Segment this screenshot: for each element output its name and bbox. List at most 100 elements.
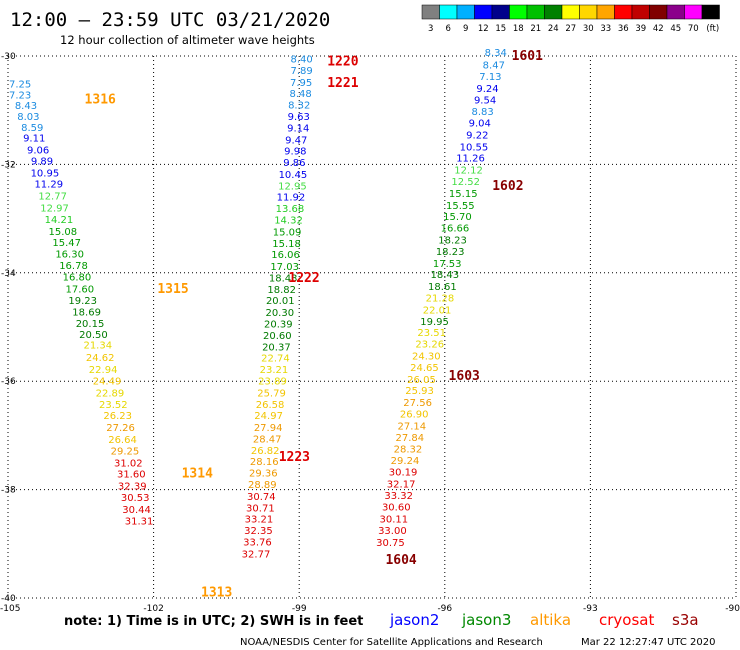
wave-height-label: 31.31 xyxy=(125,516,154,527)
wave-height-label: 8.43 xyxy=(15,101,37,112)
colorbar-label: 6 xyxy=(446,24,451,34)
wave-height-label: 16.30 xyxy=(55,250,84,261)
wave-height-label: 25.93 xyxy=(405,386,434,397)
colorbar-swatch xyxy=(614,4,633,20)
wave-height-label: 30.71 xyxy=(246,503,275,514)
wave-height-label: 26.23 xyxy=(103,411,132,422)
colorbar-label: 42 xyxy=(653,24,664,34)
wave-height-label: 32.77 xyxy=(242,549,271,560)
wave-height-label: 9.54 xyxy=(474,96,496,107)
wave-height-label: 20.39 xyxy=(264,320,293,331)
wave-height-label: 8.32 xyxy=(288,101,310,112)
pass-number-label: 1603 xyxy=(449,369,480,384)
chart-title: 12:00 — 23:59 UTC 03/21/2020 xyxy=(10,9,330,31)
wave-height-label: 15.09 xyxy=(273,227,302,238)
wave-height-label: 28.89 xyxy=(248,480,277,491)
wave-height-label: 26.64 xyxy=(108,435,137,446)
wave-height-label: 20.60 xyxy=(263,331,292,342)
wave-height-label: 9.47 xyxy=(285,135,307,146)
wave-height-label: 12.52 xyxy=(451,177,480,188)
pass-number-label: 1315 xyxy=(157,282,188,297)
wave-height-label: 16.80 xyxy=(63,272,92,283)
wave-height-label: 8.40 xyxy=(290,55,312,66)
colorbar-swatch xyxy=(596,4,615,20)
wave-height-label: 28.32 xyxy=(394,445,423,456)
wave-height-label: 26.58 xyxy=(256,400,285,411)
wave-height-label: 24.97 xyxy=(254,411,283,422)
wave-height-label: 9.63 xyxy=(288,112,310,123)
wave-height-label: 22.74 xyxy=(261,354,290,365)
wave-height-label: 27.26 xyxy=(106,423,135,434)
wave-height-label: 33.76 xyxy=(243,537,272,548)
wave-height-label: 9.14 xyxy=(287,123,309,134)
wave-height-label: 18.61 xyxy=(428,282,457,293)
colorbar-label: 18 xyxy=(513,24,524,34)
wave-height-label: 22.01 xyxy=(423,305,452,316)
wave-height-label: 20.30 xyxy=(265,308,294,319)
x-tick-label: -96 xyxy=(437,604,452,614)
wave-height-label: 8.03 xyxy=(17,112,39,123)
colorbar-swatch xyxy=(526,4,545,20)
wave-height-label: 22.89 xyxy=(96,388,125,399)
wave-height-label: 10.55 xyxy=(460,142,489,153)
wave-height-values: 7.257.238.438.038.599.119.069.8910.9511.… xyxy=(9,48,507,560)
colorbar-label: 27 xyxy=(565,24,576,34)
wave-height-label: 25.79 xyxy=(257,388,286,399)
wave-height-label: 24.62 xyxy=(86,353,115,364)
wave-height-label: 17.53 xyxy=(433,259,462,270)
satellite-legend-jason3: jason3 xyxy=(461,611,511,629)
satellite-legend-cryosat: cryosat xyxy=(599,611,654,629)
wave-height-label: 30.19 xyxy=(389,468,418,479)
x-tick-label: -90 xyxy=(725,604,740,614)
colorbar-swatch xyxy=(509,4,528,20)
wave-height-label: 11.92 xyxy=(277,193,306,204)
wave-height-label: 8.48 xyxy=(290,89,312,100)
satellite-legend: jason2 jason3 altika cryosat s3a xyxy=(389,611,699,629)
colorbar-label: 9 xyxy=(463,24,468,34)
wave-height-label: 9.04 xyxy=(469,118,491,129)
colorbar-label: 21 xyxy=(530,24,541,34)
wave-height-label: 18.82 xyxy=(267,285,296,296)
wave-height-label: 31.60 xyxy=(117,470,146,481)
wave-height-label: 27.94 xyxy=(254,423,283,434)
colorbar-swatch xyxy=(491,4,510,20)
wave-height-label: 29.25 xyxy=(111,446,140,457)
y-tick-label: -32 xyxy=(1,160,16,170)
pass-number-label: 1601 xyxy=(512,49,543,64)
wave-height-label: 24.65 xyxy=(410,363,439,374)
wave-height-label: 7.23 xyxy=(9,90,31,101)
wave-height-label: 28.47 xyxy=(253,434,282,445)
colorbar-label: 36 xyxy=(618,24,629,34)
y-tick-label: -38 xyxy=(1,486,16,496)
wave-height-label: 19.23 xyxy=(68,296,97,307)
wave-height-label: 12.97 xyxy=(40,204,69,215)
colorbar-swatch xyxy=(631,4,650,20)
map-grid xyxy=(7,55,737,599)
wave-height-label: 12.12 xyxy=(454,166,483,177)
wave-height-label: 18.43 xyxy=(269,273,298,284)
colorbar-swatch xyxy=(666,4,685,20)
wave-height-label: 29.36 xyxy=(249,469,278,480)
pass-number-label: 1221 xyxy=(327,76,358,91)
wave-height-label: 24.30 xyxy=(412,352,441,363)
wave-height-label: 30.53 xyxy=(121,493,150,504)
x-tick-label: -102 xyxy=(143,604,163,614)
wave-height-label: 22.94 xyxy=(89,365,118,376)
wave-height-label: 26.05 xyxy=(407,375,436,386)
colorbar-label: 15 xyxy=(495,24,506,34)
wave-height-label: 23.51 xyxy=(417,328,446,339)
wave-height-label: 8.59 xyxy=(21,123,43,134)
wave-height-label: 16.66 xyxy=(441,224,470,235)
wave-height-label: 33.21 xyxy=(245,515,274,526)
y-tick-label: -40 xyxy=(1,594,16,604)
colorbar-label: 70 xyxy=(688,24,699,34)
wave-height-label: 9.89 xyxy=(31,156,53,167)
colorbar-swatch xyxy=(579,4,598,20)
wave-height-label: 19.95 xyxy=(420,317,449,328)
wave-height-label: 18.69 xyxy=(72,308,101,319)
wave-height-label: 18.43 xyxy=(430,270,459,281)
wave-height-label: 30.11 xyxy=(380,515,409,526)
colorbar-swatch xyxy=(701,4,720,20)
satellite-legend-s3a: s3a xyxy=(672,611,699,629)
